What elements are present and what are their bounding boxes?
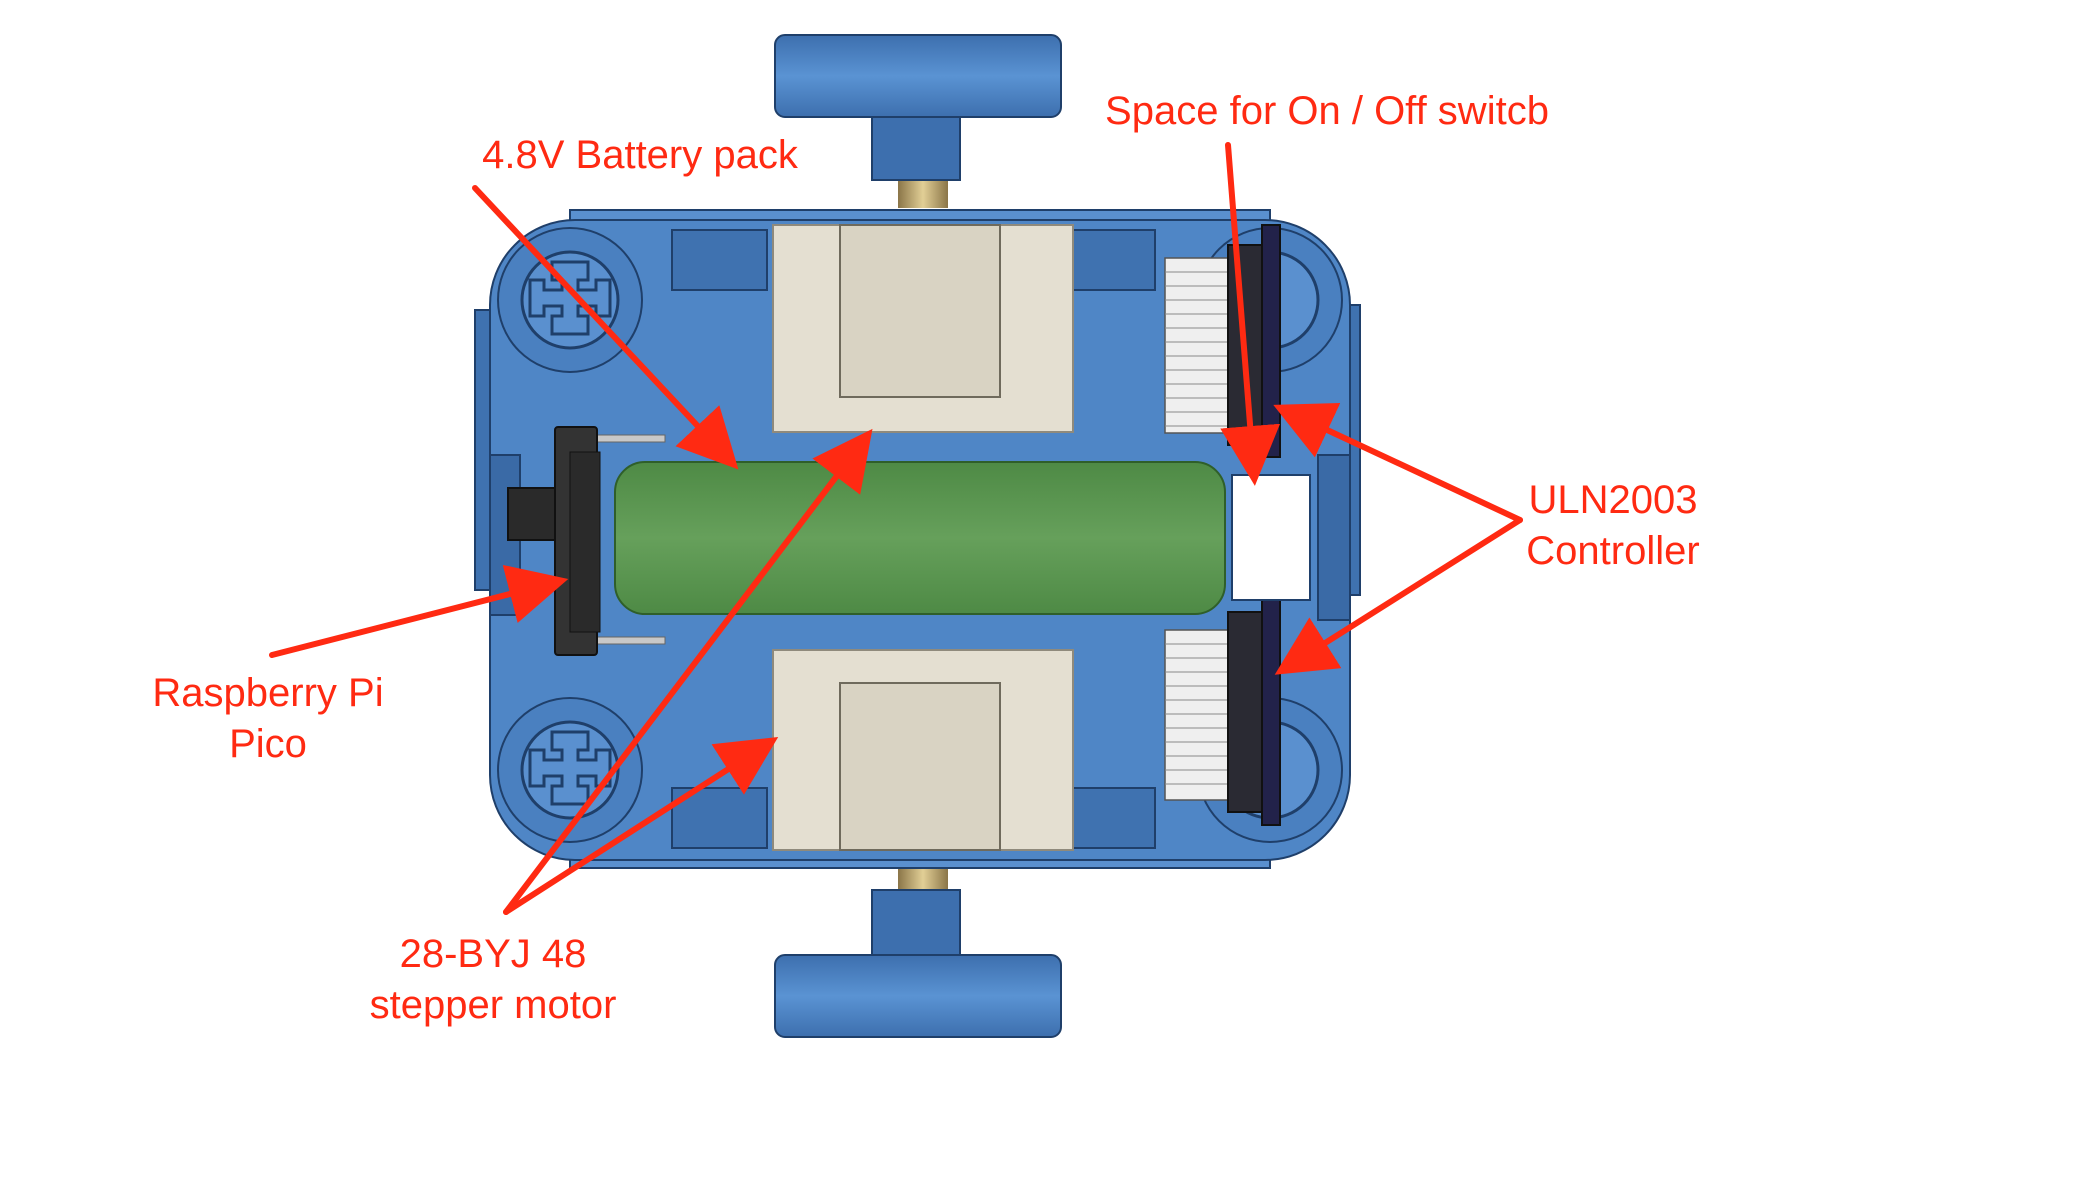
label-switch: Space for On / Off switcb bbox=[1105, 89, 1549, 133]
arrow-controller-top bbox=[1273, 403, 1523, 523]
arrow-motor-bottom bbox=[503, 737, 779, 915]
mount-boss-top-left bbox=[497, 227, 643, 373]
uln2003-controller-top bbox=[1164, 224, 1281, 458]
stepper-motor-top bbox=[772, 224, 1074, 433]
motor-clip bbox=[1069, 229, 1156, 291]
arrow-pico bbox=[269, 564, 569, 658]
bottom-wheel-hub bbox=[871, 889, 961, 963]
motor-clip bbox=[671, 229, 768, 291]
top-wheel bbox=[774, 34, 1062, 208]
annotation-arrows bbox=[269, 142, 1523, 915]
top-wheel-hub bbox=[871, 107, 961, 181]
label-pico-line2: Pico bbox=[229, 722, 307, 766]
bottom-wheel bbox=[774, 862, 1062, 1038]
mount-boss-bottom-left bbox=[497, 697, 643, 843]
arrow-motor-top bbox=[503, 428, 873, 915]
top-wheel-tire bbox=[774, 34, 1062, 118]
label-motor-line1: 28-BYJ 48 bbox=[400, 932, 587, 976]
label-controller-line2: Controller bbox=[1526, 529, 1699, 573]
label-motor-line2: stepper motor bbox=[370, 983, 617, 1027]
usb-connector bbox=[507, 487, 559, 541]
stepper-motor-bottom bbox=[772, 649, 1074, 851]
bottom-wheel-tire bbox=[774, 954, 1062, 1038]
motor-clip bbox=[1069, 787, 1156, 849]
arrow-switch bbox=[1220, 142, 1281, 486]
arrow-battery bbox=[472, 185, 739, 470]
battery-pack bbox=[614, 461, 1226, 615]
label-controller-line1: ULN2003 bbox=[1528, 478, 1697, 522]
label-battery: 4.8V Battery pack bbox=[482, 133, 799, 177]
label-pico-line1: Raspberry Pi bbox=[152, 671, 383, 715]
arrow-controller-bottom bbox=[1274, 517, 1523, 675]
switch-opening bbox=[1231, 474, 1311, 601]
